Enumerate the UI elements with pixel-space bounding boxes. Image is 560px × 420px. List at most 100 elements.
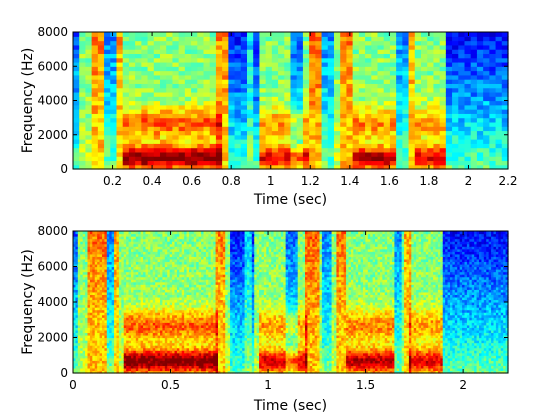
heatmap-cell — [321, 143, 329, 149]
heatmap-cell — [209, 109, 217, 114]
heatmap-cell — [116, 236, 120, 240]
heatmap-cell — [126, 289, 130, 293]
heatmap-cell — [85, 57, 93, 63]
heatmap-cell — [383, 36, 391, 42]
heatmap-cell — [155, 289, 159, 293]
heatmap-cell — [253, 139, 261, 144]
heatmap-cell — [114, 334, 118, 339]
heatmap-cell — [191, 49, 198, 55]
heatmap-cell — [106, 347, 110, 351]
heatmap-cell — [445, 126, 453, 132]
heatmap-cell — [181, 337, 185, 341]
heatmap-cell — [358, 100, 366, 106]
heatmap-cell — [92, 279, 96, 283]
heatmap-cell — [135, 109, 142, 114]
heatmap-cell — [102, 342, 106, 346]
heatmap-cell — [271, 160, 279, 166]
heatmap-cell — [176, 296, 180, 301]
heatmap-cell — [247, 113, 254, 119]
heatmap-cell — [215, 126, 223, 132]
heatmap-cell — [164, 332, 168, 336]
heatmap-cell — [458, 130, 466, 136]
heatmap-cell — [102, 360, 106, 364]
heatmap-cell — [408, 100, 416, 106]
heatmap-cell — [445, 130, 453, 136]
heatmap-cell — [135, 126, 142, 132]
heatmap-cell — [445, 74, 453, 80]
heatmap-cell — [396, 130, 403, 136]
heatmap-cell — [315, 121, 323, 127]
heatmap-cell — [155, 345, 159, 349]
heatmap-cell — [321, 44, 329, 50]
heatmap-cell — [495, 113, 503, 119]
heatmap-cell — [169, 233, 173, 237]
heatmap-cell — [87, 236, 91, 240]
heatmap-cell — [371, 32, 379, 37]
heatmap-cell — [501, 104, 509, 110]
heatmap-cell — [114, 360, 118, 364]
heatmap-cell — [476, 40, 484, 46]
heatmap-cell — [123, 367, 127, 372]
heatmap-cell — [85, 274, 89, 278]
heatmap-cell — [464, 130, 472, 136]
heatmap-cell — [131, 370, 135, 374]
heatmap-cell — [315, 66, 323, 72]
heatmap-cell — [97, 109, 105, 114]
heatmap-cell — [240, 104, 248, 110]
heatmap-cell — [89, 274, 93, 278]
heatmap-cell — [147, 74, 155, 80]
heatmap-cell — [94, 238, 98, 242]
heatmap-cell — [172, 340, 176, 344]
heatmap-cell — [99, 307, 103, 311]
heatmap-cell — [495, 139, 503, 144]
heatmap-cell — [427, 160, 435, 166]
heatmap-cell — [104, 342, 108, 346]
heatmap-cell — [464, 32, 472, 37]
heatmap-cell — [153, 32, 161, 37]
heatmap-cell — [97, 113, 105, 119]
heatmap-cell — [464, 134, 472, 140]
heatmap-cell — [184, 261, 188, 265]
heatmap-cell — [452, 104, 459, 110]
heatmap-cell — [155, 302, 159, 306]
heatmap-cell — [334, 91, 341, 97]
heatmap-cell — [157, 253, 161, 257]
heatmap-cell — [162, 243, 166, 247]
heatmap-cell — [153, 160, 161, 166]
heatmap-cell — [186, 231, 190, 235]
heatmap-cell — [445, 104, 453, 110]
heatmap-cell — [152, 337, 156, 341]
heatmap-cell — [470, 53, 478, 59]
heatmap-cell — [77, 304, 81, 308]
heatmap-cell — [427, 164, 435, 170]
heatmap-cell — [191, 117, 198, 123]
heatmap-cell — [445, 156, 453, 162]
heatmap-cell — [421, 100, 428, 106]
heatmap-cell — [126, 347, 130, 351]
heatmap-cell — [152, 248, 156, 252]
heatmap-cell — [138, 266, 142, 270]
heatmap-cell — [97, 66, 105, 72]
heatmap-cell — [240, 57, 248, 63]
heatmap-cell — [111, 256, 115, 260]
heatmap-cell — [104, 104, 111, 110]
heatmap-cell — [97, 307, 101, 311]
heatmap-cell — [169, 337, 173, 341]
heatmap-cell — [104, 248, 108, 252]
heatmap-cell — [77, 347, 81, 351]
heatmap-cell — [445, 139, 453, 144]
heatmap-cell — [153, 74, 161, 80]
heatmap-cell — [147, 49, 155, 55]
heatmap-cell — [140, 256, 144, 260]
heatmap-cell — [346, 79, 354, 84]
heatmap-cell — [458, 156, 466, 162]
heatmap-cell — [179, 233, 183, 237]
heatmap-cell — [234, 117, 242, 123]
heatmap-cell — [489, 121, 497, 127]
heatmap-cell — [141, 134, 149, 140]
heatmap-cell — [340, 143, 348, 149]
heatmap-cell — [346, 36, 354, 42]
heatmap-cell — [97, 44, 105, 50]
heatmap-cell — [483, 164, 490, 170]
heatmap-cell — [79, 44, 87, 50]
